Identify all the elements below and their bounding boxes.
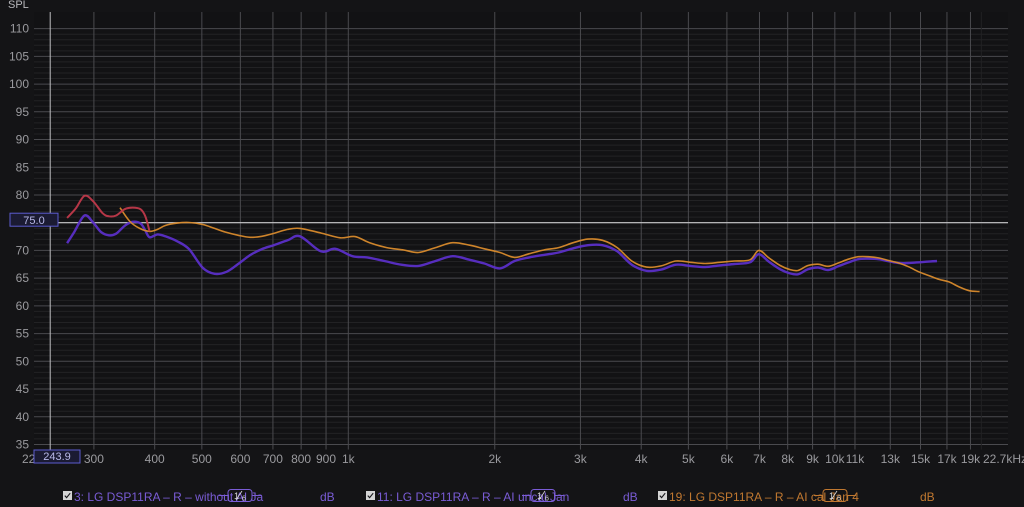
svg-text:10k: 10k [825, 452, 845, 466]
svg-text:5k: 5k [682, 452, 696, 466]
svg-text:50: 50 [16, 354, 30, 368]
svg-text:4k: 4k [635, 452, 649, 466]
svg-text:300: 300 [84, 452, 104, 466]
svg-text:95: 95 [16, 105, 30, 119]
svg-text:2k: 2k [488, 452, 502, 466]
svg-text:6: 6 [837, 496, 841, 503]
svg-text:17k: 17k [937, 452, 957, 466]
svg-text:7k: 7k [753, 452, 767, 466]
svg-text:110: 110 [10, 22, 29, 36]
svg-text:15k: 15k [911, 452, 931, 466]
svg-text:9k: 9k [806, 452, 820, 466]
svg-text:65: 65 [16, 271, 30, 285]
svg-text:80: 80 [16, 188, 30, 202]
svg-text:40: 40 [16, 410, 30, 424]
svg-text:35: 35 [16, 438, 30, 452]
svg-text:100: 100 [9, 77, 29, 91]
svg-text:45: 45 [16, 382, 30, 396]
svg-text:SPL: SPL [8, 0, 29, 11]
svg-text:70: 70 [16, 243, 30, 257]
svg-text:1k: 1k [342, 452, 356, 466]
svg-text:11k: 11k [846, 452, 865, 466]
svg-text:13k: 13k [881, 452, 901, 466]
svg-text:500: 500 [192, 452, 212, 466]
svg-text:85: 85 [16, 160, 30, 174]
svg-text:6: 6 [545, 496, 549, 503]
svg-text:8k: 8k [781, 452, 795, 466]
svg-text:3k: 3k [574, 452, 588, 466]
svg-text:6: 6 [242, 496, 246, 503]
svg-text:55: 55 [16, 327, 30, 341]
svg-text:800: 800 [291, 452, 311, 466]
svg-text:60: 60 [16, 299, 30, 313]
svg-text:75.0: 75.0 [23, 215, 44, 227]
svg-text:700: 700 [263, 452, 283, 466]
svg-text:243.9: 243.9 [43, 451, 71, 463]
svg-text:900: 900 [316, 452, 336, 466]
svg-text:22.7kHz: 22.7kHz [983, 452, 1024, 466]
svg-text:90: 90 [16, 133, 30, 147]
svg-text:19k: 19k [961, 452, 981, 466]
svg-text:600: 600 [230, 452, 250, 466]
svg-text:400: 400 [145, 452, 165, 466]
svg-text:6k: 6k [721, 452, 735, 466]
svg-text:105: 105 [9, 49, 29, 63]
